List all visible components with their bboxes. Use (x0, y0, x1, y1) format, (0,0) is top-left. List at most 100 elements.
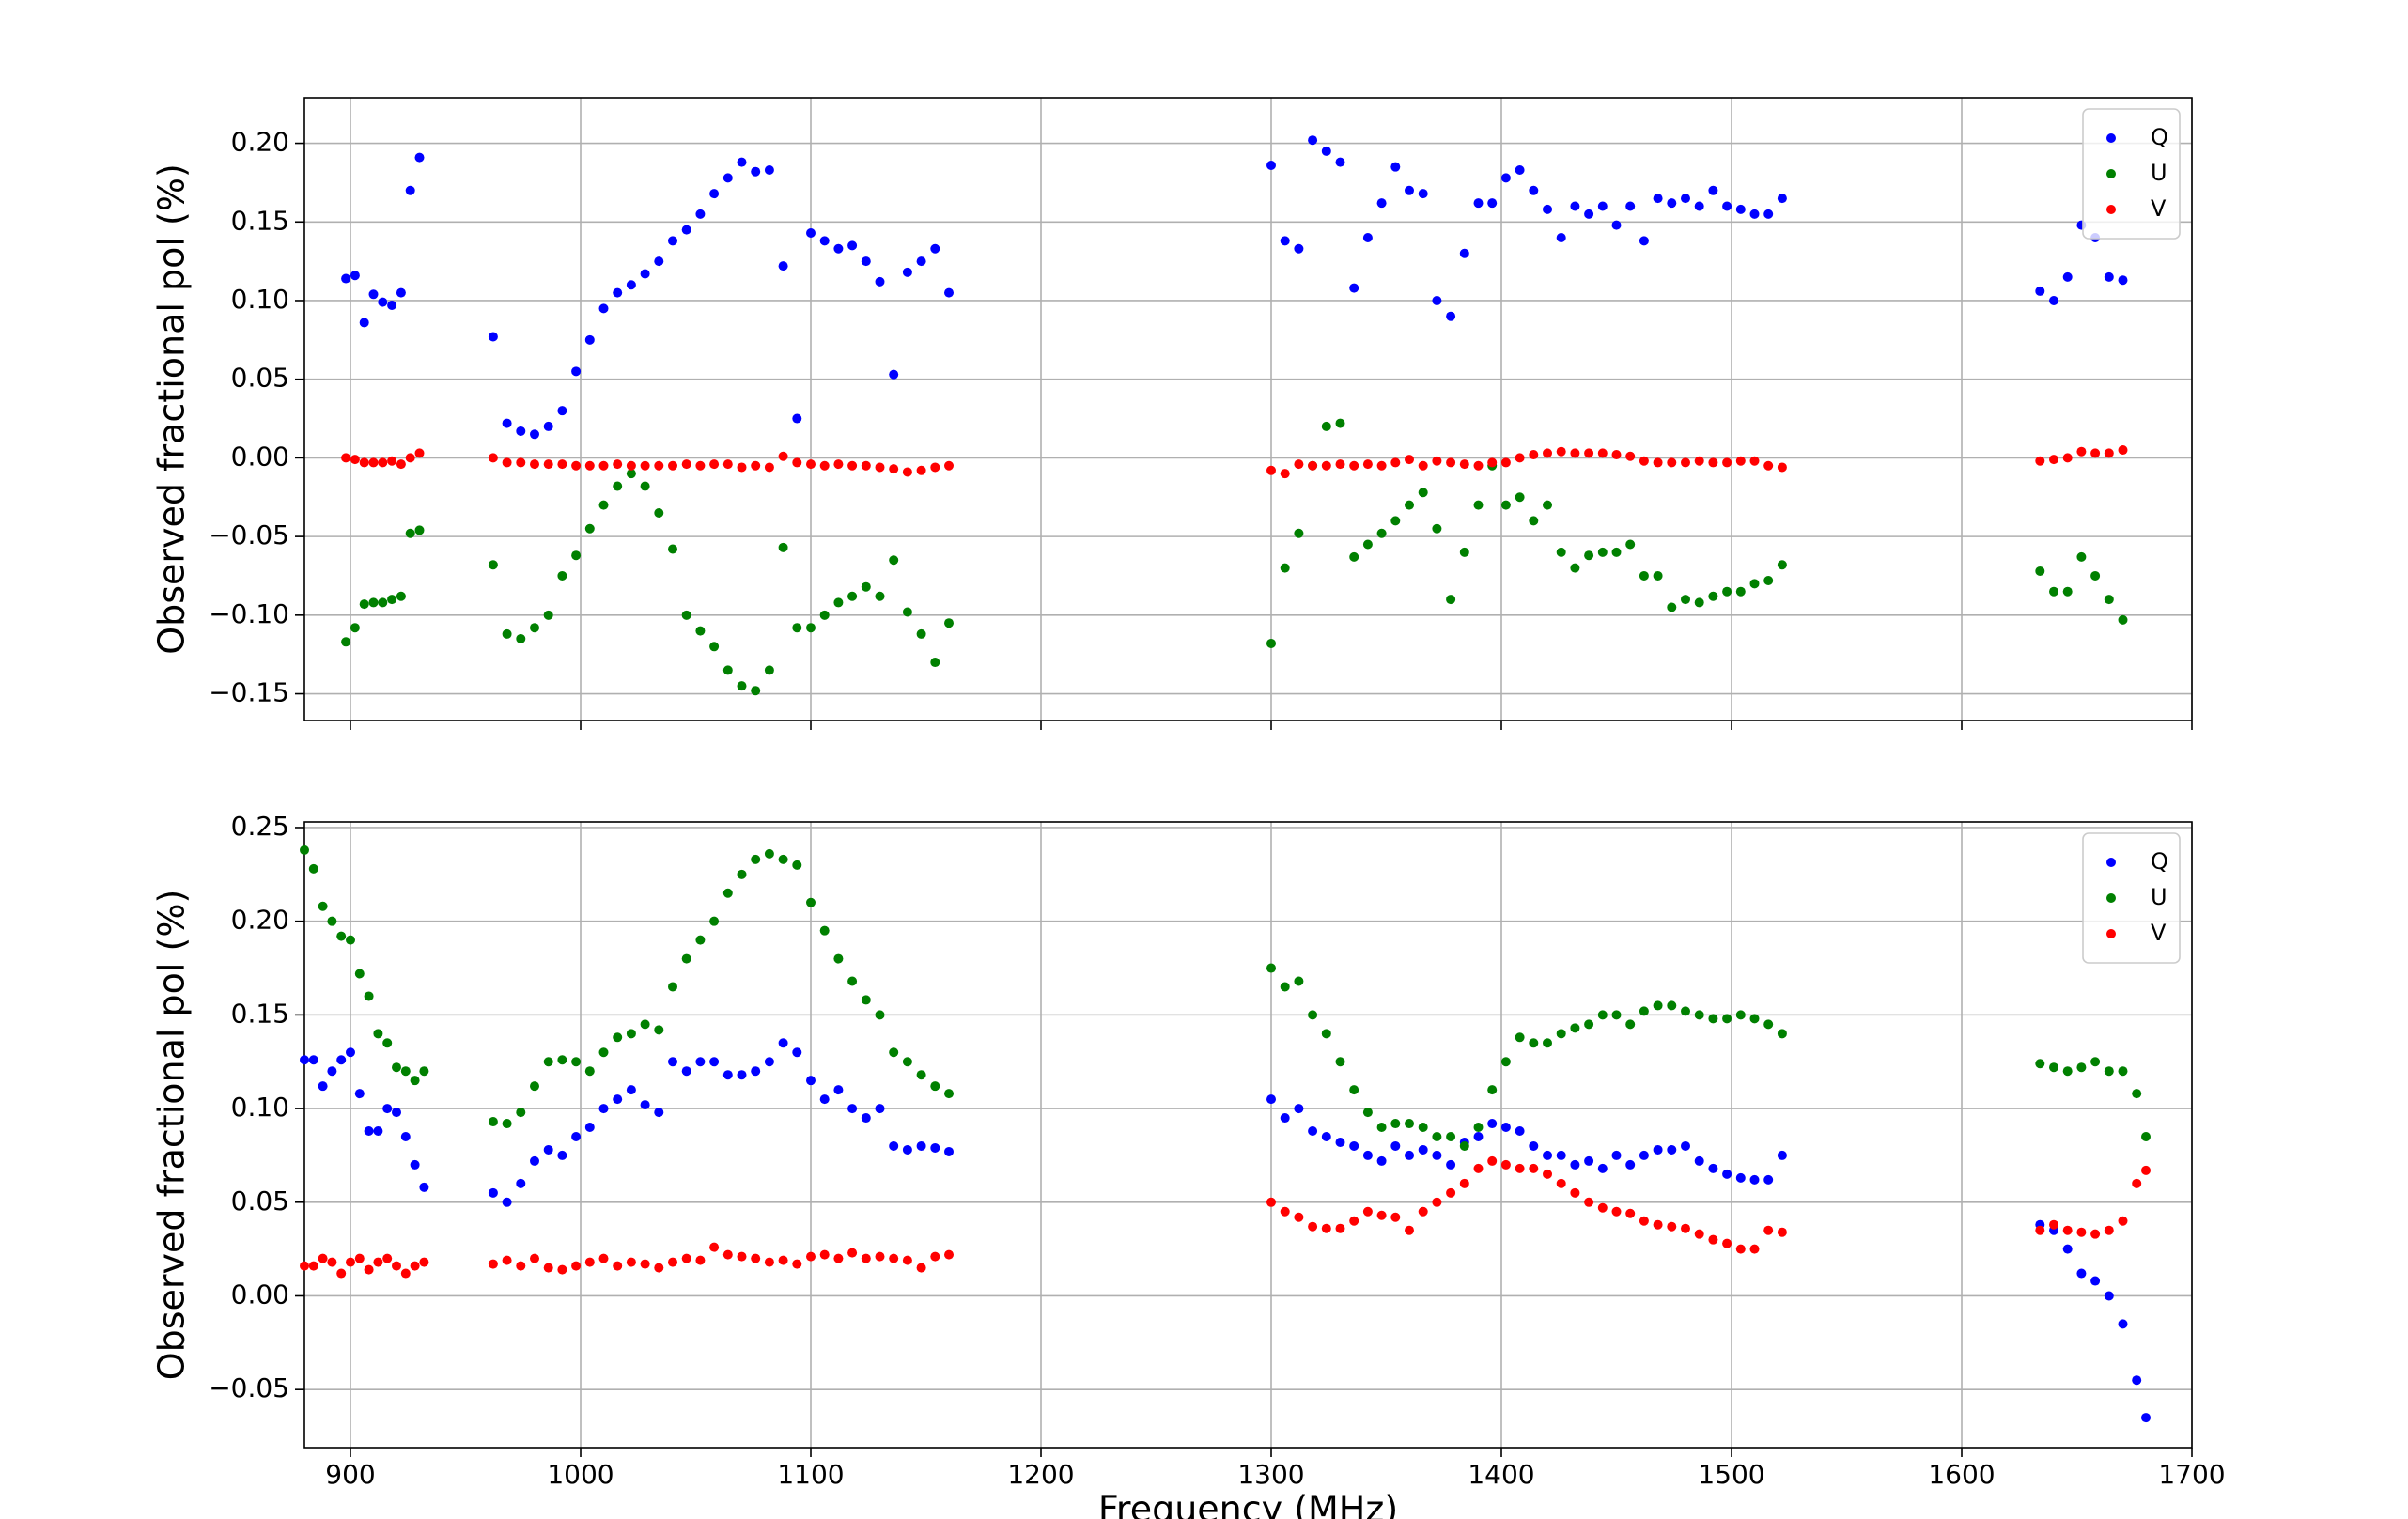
data-point (889, 555, 899, 566)
data-point (1349, 1085, 1359, 1095)
data-point (1749, 456, 1760, 466)
data-point (1556, 1029, 1566, 1039)
data-point (327, 1066, 337, 1077)
data-point (861, 256, 871, 267)
data-point (1708, 1163, 1718, 1173)
data-point (751, 854, 761, 864)
data-point (571, 366, 582, 377)
data-point (930, 1142, 940, 1153)
data-point (764, 1057, 774, 1067)
data-point (2090, 448, 2101, 458)
data-point (737, 157, 747, 167)
data-point (1515, 453, 1525, 463)
data-point (543, 421, 553, 431)
data-point (1694, 597, 1704, 608)
data-point (530, 1155, 539, 1166)
data-point (1500, 500, 1511, 510)
data-point (300, 1055, 309, 1065)
data-point (1639, 1216, 1649, 1226)
data-point (1459, 1140, 1469, 1151)
data-point (902, 607, 912, 617)
x-tick-label: 1200 (1007, 1459, 1074, 1490)
data-point (654, 1108, 664, 1118)
data-point (833, 1253, 844, 1263)
data-point (902, 467, 912, 477)
data-point (308, 1055, 318, 1065)
data-point (543, 1144, 553, 1155)
data-point (654, 256, 664, 267)
data-point (1335, 459, 1345, 470)
data-point (2076, 1062, 2087, 1073)
data-point (861, 995, 871, 1005)
data-point (1321, 1131, 1331, 1141)
data-point (806, 1076, 816, 1086)
data-point (1611, 220, 1622, 230)
data-point (1556, 547, 1566, 557)
data-point (792, 457, 802, 468)
data-point (341, 453, 351, 463)
data-point (1335, 418, 1345, 428)
data-point (2062, 271, 2073, 282)
data-point (1529, 185, 1539, 195)
data-point (1543, 500, 1552, 510)
data-point (1321, 146, 1331, 156)
data-point (1681, 194, 1690, 204)
data-point (1459, 248, 1469, 258)
data-point (405, 185, 415, 195)
data-point (681, 953, 691, 964)
data-point (861, 1113, 871, 1124)
data-point (571, 460, 582, 471)
data-point (2104, 448, 2114, 458)
data-point (350, 623, 360, 633)
legend-marker (2106, 205, 2116, 214)
data-point (1735, 586, 1746, 597)
data-point (1515, 1032, 1525, 1043)
data-point (819, 925, 830, 936)
data-point (944, 1249, 954, 1260)
data-point (1405, 1150, 1414, 1160)
data-point (396, 287, 406, 298)
data-point (861, 1253, 871, 1263)
data-point (1294, 1212, 1304, 1222)
data-point (737, 869, 747, 879)
data-point (488, 453, 498, 463)
data-point (722, 173, 733, 183)
data-point (889, 464, 899, 474)
data-point (1280, 563, 1290, 573)
plot-frame (303, 97, 2193, 721)
data-point (654, 508, 664, 518)
data-point (2090, 1276, 2101, 1286)
data-point (1639, 1006, 1649, 1016)
data-point (709, 1057, 720, 1067)
y-tick-label: 0.15 (231, 205, 289, 236)
data-point (1570, 1023, 1580, 1033)
data-point (916, 256, 926, 267)
data-point (792, 1259, 802, 1269)
data-point (318, 901, 328, 911)
data-point (1432, 1131, 1442, 1141)
data-point (502, 457, 512, 468)
data-point (1266, 1197, 1276, 1207)
data-point (1708, 185, 1718, 195)
data-point (1777, 1227, 1787, 1237)
data-point (1777, 560, 1787, 570)
data-point (1459, 459, 1469, 470)
data-point (1694, 1155, 1704, 1166)
data-point (543, 610, 553, 620)
data-point (1749, 1244, 1760, 1254)
data-point (1376, 198, 1387, 209)
data-point (1639, 236, 1649, 246)
data-point (1418, 189, 1428, 199)
data-point (1487, 198, 1498, 209)
y-axis-label: Observed fractional pol (%) (151, 890, 193, 1381)
data-point (1625, 539, 1636, 550)
data-point (1349, 460, 1359, 471)
data-point (1653, 1000, 1663, 1011)
data-point (889, 1047, 899, 1058)
data-point (737, 462, 747, 473)
data-point (1446, 1131, 1456, 1141)
data-point (396, 459, 406, 470)
data-point (1722, 1238, 1732, 1248)
y-tick-label: 0.20 (231, 127, 289, 158)
data-point (819, 610, 830, 620)
